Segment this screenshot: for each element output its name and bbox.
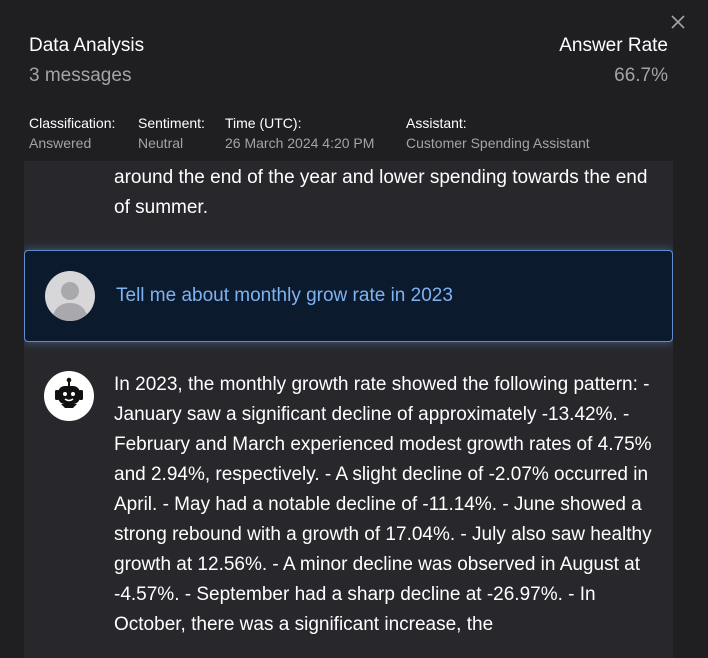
answer-rate-label: Answer Rate [559,35,668,56]
meta-time: Time (UTC): 26 March 2024 4:20 PM [225,113,374,153]
time-label: Time (UTC): [225,115,302,131]
assistant-message-text: In 2023, the monthly growth rate showed … [114,374,652,635]
assistant-value: Customer Spending Assistant [406,135,590,151]
classification-label: Classification: [29,115,116,131]
sentiment-label: Sentiment: [138,115,205,131]
robot-icon [44,371,94,421]
time-value: 26 March 2024 4:20 PM [225,135,375,151]
meta-classification: Classification: Answered [29,113,115,153]
answer-rate-value: 66.7% [614,65,668,86]
chat-transcript[interactable]: around the end of the year and lower spe… [24,161,673,658]
user-message-text: Tell me about monthly grow rate in 2023 [116,285,453,306]
close-icon [671,15,685,29]
user-avatar-icon [45,271,95,321]
message-count: 3 messages [29,65,132,86]
meta-sentiment: Sentiment: Neutral [138,113,205,153]
user-message-highlighted[interactable]: Tell me about monthly grow rate in 2023 [24,250,673,342]
sentiment-value: Neutral [138,135,184,151]
previous-assistant-message: around the end of the year and lower spe… [114,167,648,218]
classification-value: Answered [29,135,92,151]
close-button[interactable] [668,12,688,32]
assistant-label: Assistant: [406,115,467,131]
meta-assistant: Assistant: Customer Spending Assistant [406,113,590,153]
panel-title: Data Analysis [29,35,145,56]
